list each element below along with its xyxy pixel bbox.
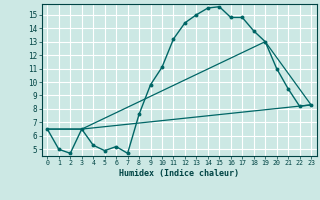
X-axis label: Humidex (Indice chaleur): Humidex (Indice chaleur) <box>119 169 239 178</box>
